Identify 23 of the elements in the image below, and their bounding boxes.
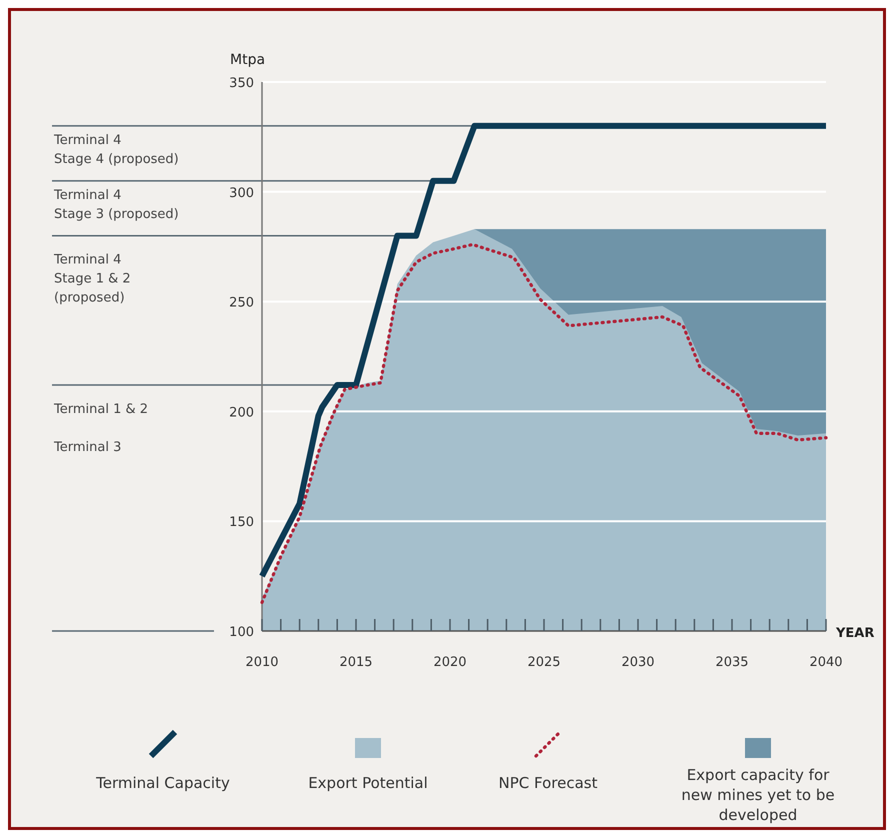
x-tick-label: 2030 [621,655,655,670]
y-tick-label: 200 [229,405,254,420]
y-tick-label: 300 [229,186,254,201]
x-tick-label: 2040 [809,655,843,670]
legend-label: Export capacity for new mines yet to be developed [681,766,835,824]
y-tick-label: 250 [229,296,254,311]
x-tick-label: 2025 [527,655,561,670]
legend-label: NPC Forecast [498,774,598,792]
y-axis-title: Mtpa [230,52,266,68]
x-tick-label: 2020 [433,655,467,670]
x-tick-label: 2015 [339,655,373,670]
text: Terminal 1 & 2 Terminal 3 [54,402,148,456]
y-tick-label: 350 [229,76,254,91]
legend-label: Terminal Capacity [95,774,230,792]
y-tick-label: 100 [229,625,254,640]
ref-line-label: Terminal 4 Stage 3 (proposed) [53,188,179,222]
x-tick-label: 2035 [715,655,749,670]
ref-line-label: Terminal 4 Stage 1 & 2 (proposed) [53,252,131,306]
x-axis-title: YEAR [835,626,874,641]
ref-line-label: Terminal 4 Stage 4 (proposed) [53,132,179,167]
x-tick-label: 2010 [245,655,279,670]
y-tick-label: 150 [229,515,254,530]
legend-label: Export Potential [308,774,428,792]
